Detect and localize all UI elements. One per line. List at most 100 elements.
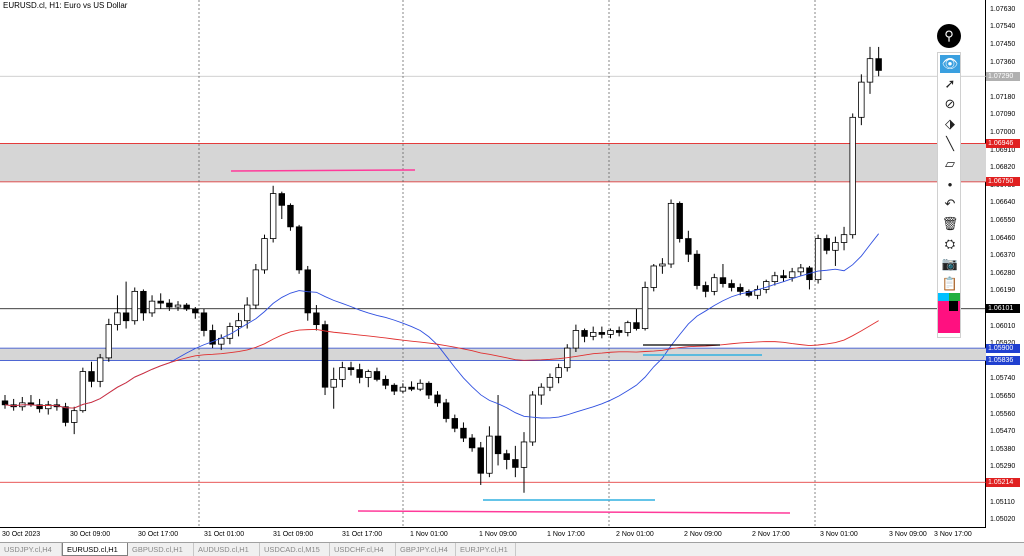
candle-body bbox=[512, 459, 519, 468]
chart-tab-bar: USDJPY.cl,H4 EURUSD.cl,H1 GBPUSD.cl,H1 AUDU… bbox=[0, 542, 1024, 556]
candle-body bbox=[295, 226, 303, 271]
candle-body bbox=[408, 386, 415, 390]
candle-body bbox=[659, 263, 666, 267]
time-label: 2 Nov 17:00 bbox=[752, 531, 790, 538]
price-axis[interactable]: 1.076301.075401.074501.073601.072701.071… bbox=[986, 0, 1024, 528]
candle-body bbox=[788, 271, 796, 279]
candle-body bbox=[105, 324, 112, 359]
candle-body bbox=[763, 281, 770, 290]
dot-icon[interactable]: • bbox=[947, 176, 953, 192]
price-label: 1.05740 bbox=[990, 375, 1016, 383]
chart-tab[interactable]: USDJPY.cl,H4 bbox=[0, 543, 62, 556]
chart-tab[interactable]: GBPJPY.cl,H4 bbox=[396, 543, 456, 556]
candle-body bbox=[702, 285, 709, 292]
time-axis[interactable]: 30 Oct 2023 30 Oct 09:00 30 Oct 17:00 31 Oc… bbox=[0, 528, 986, 542]
time-label: 31 Oct 01:00 bbox=[204, 531, 245, 538]
price-tag: 1.06101 bbox=[986, 304, 1020, 314]
price-label: 1.05020 bbox=[990, 516, 1016, 524]
candle-body bbox=[157, 300, 164, 304]
candle-body bbox=[1, 400, 9, 406]
price-label: 1.06280 bbox=[990, 269, 1016, 277]
camera-icon[interactable]: 📷 bbox=[941, 256, 959, 271]
candle-body bbox=[814, 238, 822, 281]
candle-body bbox=[711, 277, 718, 292]
undo-icon[interactable]: ↶ bbox=[944, 196, 956, 211]
candle-body bbox=[356, 369, 363, 378]
price-label: 1.06910 bbox=[990, 146, 1016, 154]
candle-body bbox=[858, 81, 865, 118]
candle-body bbox=[88, 371, 95, 382]
color-swatch[interactable] bbox=[949, 301, 958, 311]
candle-body bbox=[494, 435, 502, 455]
price-tag: 1.05900 bbox=[986, 343, 1020, 353]
candle-body bbox=[183, 304, 190, 310]
candle-body bbox=[96, 357, 104, 382]
line-icon[interactable]: ╲ bbox=[946, 136, 954, 151]
candle-body bbox=[209, 330, 216, 345]
slow-moving-average bbox=[4, 320, 879, 409]
chart-tab[interactable]: USDCHF.cl,H4 bbox=[330, 543, 396, 556]
candle-body bbox=[590, 332, 597, 337]
chart-tab[interactable]: USDCAD.cl,M15 bbox=[260, 543, 330, 556]
time-label: 1 Nov 09:00 bbox=[479, 531, 517, 538]
drawn-line bbox=[357, 510, 791, 514]
chart-canvas[interactable] bbox=[0, 0, 986, 528]
candle-body bbox=[728, 283, 735, 288]
chart-tab[interactable]: AUDUSD.cl,H1 bbox=[194, 543, 260, 556]
price-label: 1.05470 bbox=[990, 428, 1016, 436]
tag-icon[interactable]: ⬗ bbox=[945, 116, 955, 131]
candle-body bbox=[330, 378, 337, 388]
train-icon[interactable]: ⛭ bbox=[944, 236, 956, 251]
price-tag: 1.05214 bbox=[986, 477, 1020, 487]
candle-body bbox=[719, 277, 727, 284]
price-label: 1.05560 bbox=[990, 410, 1016, 418]
time-label: 30 Oct 2023 bbox=[2, 531, 41, 538]
candle-body bbox=[122, 312, 130, 322]
color-swatch[interactable] bbox=[938, 293, 949, 301]
price-label: 1.07180 bbox=[990, 93, 1016, 101]
candle-body bbox=[425, 382, 433, 396]
candle-body bbox=[641, 287, 649, 329]
price-label: 1.07360 bbox=[990, 58, 1016, 66]
chart-tab[interactable]: GBPUSD.cl,H1 bbox=[128, 543, 194, 556]
price-label: 1.06640 bbox=[990, 199, 1016, 207]
candle-body bbox=[114, 312, 121, 326]
candle-body bbox=[650, 265, 657, 288]
candle-body bbox=[200, 312, 208, 331]
color-palette[interactable] bbox=[938, 293, 960, 333]
price-label: 1.06370 bbox=[990, 252, 1016, 260]
candle-body bbox=[140, 290, 147, 314]
drawn-line bbox=[230, 169, 416, 172]
time-label: 1 Nov 17:00 bbox=[547, 531, 585, 538]
clipboard-icon[interactable]: 📋 bbox=[941, 276, 959, 291]
price-label: 1.06820 bbox=[990, 164, 1016, 172]
candle-body bbox=[538, 386, 545, 396]
candle-body bbox=[339, 367, 346, 380]
candle-body bbox=[633, 322, 640, 329]
candle-body bbox=[261, 238, 268, 271]
chart-tab[interactable]: EURUSD.cl,H1 bbox=[62, 543, 128, 556]
price-tag: 1.06750 bbox=[986, 177, 1020, 187]
candle-body bbox=[442, 402, 450, 419]
candle-body bbox=[840, 234, 848, 243]
time-label: 31 Oct 17:00 bbox=[342, 531, 383, 538]
drawing-toolbar: 👁 ➚ ⊘ ⬗ ╲ ▱ • ↶ 🗑 ⛭ 📷 📋 bbox=[937, 52, 961, 338]
price-label: 1.06550 bbox=[990, 216, 1016, 224]
candle-body bbox=[529, 394, 536, 443]
candle-body bbox=[451, 418, 458, 429]
time-label: 30 Oct 09:00 bbox=[70, 531, 111, 538]
trash-icon[interactable]: 🗑 bbox=[941, 216, 959, 231]
pin-icon[interactable]: ⚲ bbox=[937, 24, 961, 48]
chart-tab[interactable]: EURJPY.cl,H1 bbox=[456, 543, 516, 556]
color-swatch[interactable] bbox=[949, 293, 960, 301]
candle-body bbox=[365, 371, 372, 378]
cursor-icon[interactable]: ➚ bbox=[944, 76, 956, 91]
candle-body bbox=[598, 332, 606, 335]
eye-icon[interactable]: 👁 bbox=[940, 55, 960, 73]
price-label: 1.05380 bbox=[990, 445, 1016, 453]
chart-area[interactable]: EURUSD.cl, H1: Euro vs US Dollar bbox=[0, 0, 986, 528]
candle-body bbox=[849, 116, 856, 236]
ruler-icon[interactable]: ▱ bbox=[945, 156, 955, 171]
candle-body bbox=[313, 312, 320, 326]
hide-icon[interactable]: ⊘ bbox=[944, 96, 956, 111]
